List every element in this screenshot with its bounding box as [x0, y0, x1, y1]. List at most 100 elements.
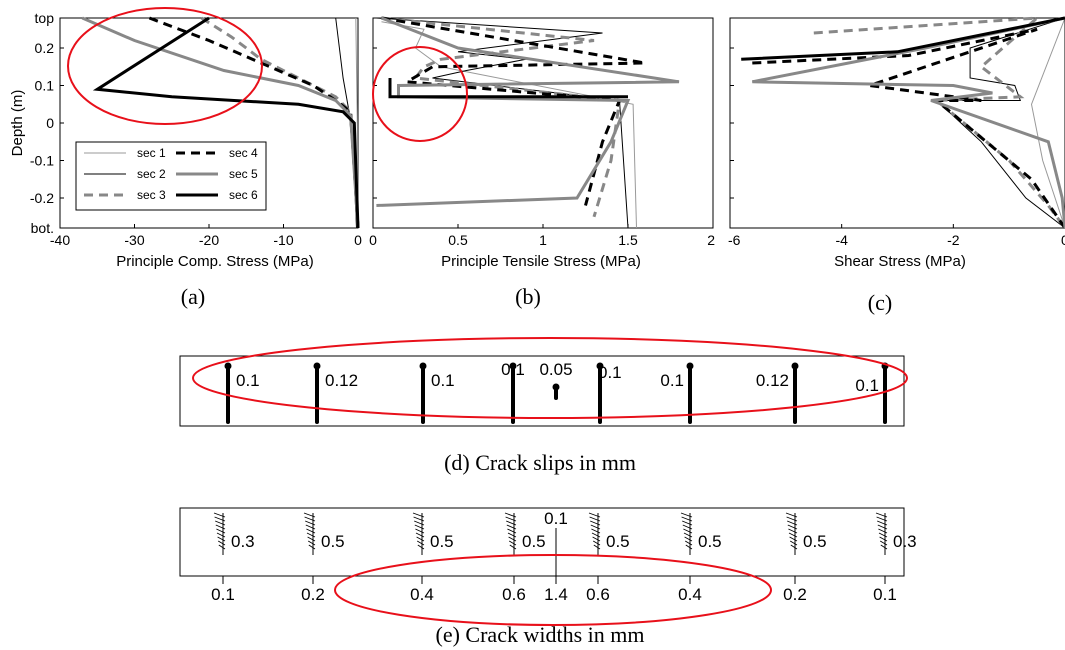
crack-width-hatch [414, 524, 425, 530]
crack-width-hatch [877, 524, 888, 530]
crack-width-hatch [591, 528, 601, 534]
crack-width-hatch [590, 520, 601, 526]
panel-b-series-sec2 [376, 17, 629, 229]
panel-c-xlabel: Shear Stress (MPa) [834, 253, 966, 270]
highlight-ellipse-d [192, 337, 908, 419]
crack-slip-label: 0.05 [539, 360, 572, 379]
panel-a-series-sec3 [200, 16, 360, 229]
crack-width-top-label: 0.5 [606, 532, 630, 551]
crack-width-hatch [218, 544, 226, 550]
highlight-ellipse-a [67, 7, 263, 125]
crack-slip-label: 0.1 [598, 363, 622, 382]
panel-c-caption: (c) [868, 290, 892, 315]
panel-c-xtick-label: -4 [835, 232, 848, 248]
crack-width-hatch [789, 536, 798, 542]
legend-label-sec6: sec 6 [229, 188, 258, 202]
crack-width-hatch [878, 528, 888, 534]
crack-width-hatch [307, 540, 316, 546]
crack-width-top-label: 0.5 [803, 532, 827, 551]
panel-a-caption: (a) [181, 284, 205, 309]
panel-a-xtick-label: -40 [50, 232, 70, 248]
crack-width-hatch [216, 532, 226, 538]
crack-slip-caption: (d) Crack slips in mm [444, 450, 636, 475]
crack-width-hatch [685, 544, 693, 550]
crack-width-hatch [682, 524, 693, 530]
crack-width-hatch [216, 528, 226, 534]
crack-width-hatch [880, 544, 888, 550]
crack-width-hatch [683, 532, 693, 538]
crack-width-hatch [787, 524, 798, 530]
panel-a-ylabel: Depth (m) [9, 90, 26, 157]
crack-width-hatch [593, 544, 601, 550]
crack-width-hatch [305, 520, 316, 526]
panel-a-xtick-label: -30 [124, 232, 144, 248]
crack-width-hatch [684, 540, 693, 546]
crack-width-hatch [415, 528, 425, 534]
crack-width-hatch [307, 536, 316, 542]
crack-width-bottom-label: 0.6 [502, 585, 526, 604]
panel-a-xlabel: Principle Comp. Stress (MPa) [116, 253, 314, 270]
crack-slip-dot [509, 362, 517, 370]
crack-width-hatch [590, 524, 601, 530]
crack-width-top-label: 0.3 [893, 532, 917, 551]
crack-width-bottom-label: 0.1 [873, 585, 897, 604]
crack-slip-label: 0.1 [236, 371, 260, 390]
panel-a-ytick-label: top [35, 10, 55, 26]
panel-c-xtick-label: -6 [728, 232, 741, 248]
crack-slip-label: 0.1 [431, 371, 455, 390]
panel-a-ytick-label: 0.1 [35, 78, 55, 94]
panel-a-series-sec6 [92, 16, 360, 229]
crack-width-bottom-label: 0.1 [211, 585, 235, 604]
panel-a-plot: -40 -30 -20 -10 0 top 0.2 0.1 0 -0.1 -0.2 bot. [30, 10, 362, 248]
crack-width-hatch [415, 532, 425, 538]
crack-width-hatch [217, 540, 226, 546]
crack-width-hatch [507, 528, 517, 534]
panel-a-ytick-label: -0.1 [30, 153, 54, 169]
crack-width-top-label: 0.5 [430, 532, 454, 551]
crack-width-hatch [305, 524, 316, 530]
panel-b-xtick-label: 2 [707, 232, 715, 248]
crack-width-bottom-label: 1.4 [544, 585, 568, 604]
crack-width-bottom-label: 0.4 [410, 585, 434, 604]
panel-b-xtick-label: 0 [369, 232, 377, 248]
crack-width-hatch [416, 536, 425, 542]
panel-c-series-sec5 [752, 16, 1065, 229]
crack-width-top-label: 0.5 [522, 532, 546, 551]
panel-b-xtick-label: 0.5 [448, 232, 468, 248]
panel-b-series-sec3 [381, 16, 622, 218]
crack-width-top-label: 0.5 [321, 532, 345, 551]
crack-width-bottom-label: 0.2 [301, 585, 325, 604]
crack-slip-label: 0.12 [325, 371, 358, 390]
crack-slip-label: 0.12 [756, 371, 789, 390]
panel-c-series-sec4 [752, 27, 1065, 229]
crack-slip-label: 0.1 [855, 376, 879, 395]
panel-a-ytick-label: 0 [46, 115, 54, 131]
crack-slip-dot [791, 362, 799, 370]
crack-width-hatch [788, 528, 798, 534]
panel-c-plot: -6 -4 -2 0 [728, 16, 1065, 248]
panel-a-series-sec5 [81, 16, 360, 229]
crack-width-hatch [508, 536, 517, 542]
panel-a-xtick-label: -20 [199, 232, 219, 248]
panel-a-ytick-label: bot. [31, 220, 54, 236]
panel-c-xtick-label: -2 [947, 232, 960, 248]
crack-width-hatch [417, 544, 425, 550]
crack-width-hatch [788, 532, 798, 538]
crack-width-hatch [306, 528, 316, 534]
crack-width-hatch [509, 544, 517, 550]
crack-width-hatch [682, 520, 693, 526]
crack-width-hatch [592, 536, 601, 542]
panel-b-xtick-label: 1 [539, 232, 547, 248]
crack-width-hatch [879, 536, 888, 542]
legend-label-sec1: sec 1 [137, 146, 166, 160]
crack-width-hatch [591, 532, 601, 538]
crack-width-hatch [508, 540, 517, 546]
crack-width-bottom-label: 0.6 [586, 585, 610, 604]
panel-c-series-sec3 [813, 16, 1065, 229]
crack-slip-dot [552, 383, 560, 391]
panel-b-plot: 0 0.5 1 1.5 2 [369, 16, 715, 248]
panel-a-series-sec4 [148, 16, 360, 229]
crack-width-hatch [306, 532, 316, 538]
crack-width-hatch [877, 520, 888, 526]
